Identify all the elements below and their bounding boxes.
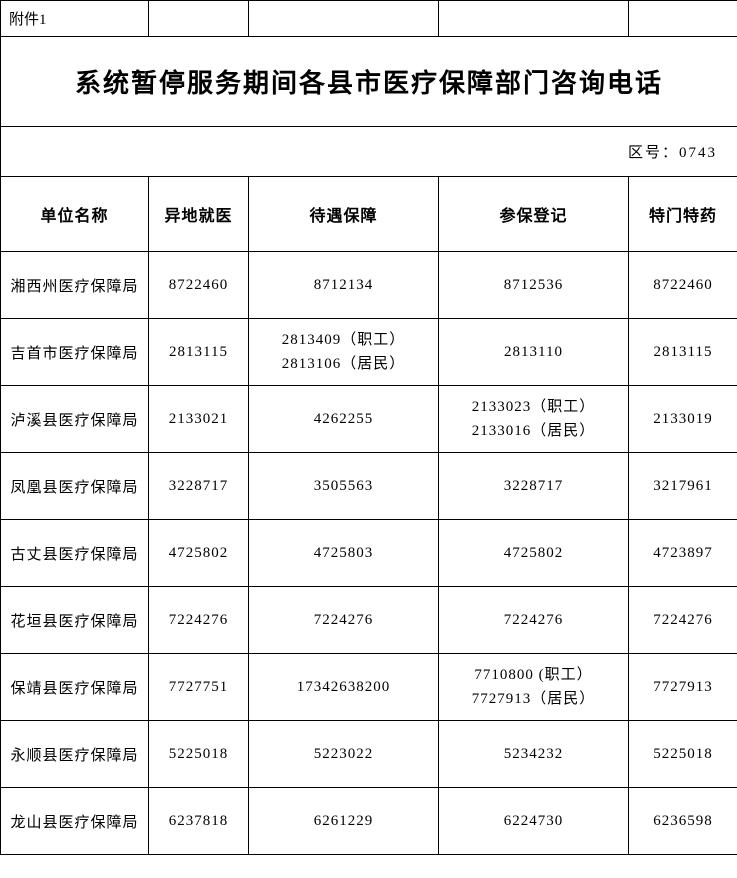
cell-c2: 4262255 [249, 386, 439, 453]
cell-c1: 3228717 [149, 453, 249, 520]
cell-c4: 4723897 [629, 520, 737, 587]
table-row: 吉首市医疗保障局28131152813409（职工）2813106（居民）281… [1, 319, 737, 386]
cell-c4: 3217961 [629, 453, 737, 520]
cell-c3: 5234232 [439, 721, 629, 788]
cell-c4: 7224276 [629, 587, 737, 654]
cell-c2: 2813409（职工）2813106（居民） [249, 319, 439, 386]
cell-c3: 6224730 [439, 788, 629, 855]
cell-c3: 2813110 [439, 319, 629, 386]
empty-cell [249, 1, 439, 37]
cell-c2: 6261229 [249, 788, 439, 855]
empty-cell [439, 1, 629, 37]
cell-c2: 7224276 [249, 587, 439, 654]
cell-name: 花垣县医疗保障局 [1, 587, 149, 654]
table-row: 花垣县医疗保障局7224276722427672242767224276 [1, 587, 737, 654]
phone-directory-table: 附件1 系统暂停服务期间各县市医疗保障部门咨询电话 区号：0743 单位名称 异… [0, 0, 737, 855]
cell-c1: 7224276 [149, 587, 249, 654]
cell-c1: 7727751 [149, 654, 249, 721]
cell-c4: 6236598 [629, 788, 737, 855]
table-row: 古丈县医疗保障局4725802472580347258024723897 [1, 520, 737, 587]
document-title: 系统暂停服务期间各县市医疗保障部门咨询电话 [1, 37, 737, 127]
header-name: 单位名称 [1, 177, 149, 252]
cell-name: 泸溪县医疗保障局 [1, 386, 149, 453]
cell-name: 保靖县医疗保障局 [1, 654, 149, 721]
cell-c3: 4725802 [439, 520, 629, 587]
table-row: 保靖县医疗保障局7727751173426382007710800 (职工）77… [1, 654, 737, 721]
table-header-row: 单位名称 异地就医 待遇保障 参保登记 特门特药 [1, 177, 737, 252]
cell-c4: 2813115 [629, 319, 737, 386]
empty-cell [629, 1, 737, 37]
cell-name: 龙山县医疗保障局 [1, 788, 149, 855]
cell-c2: 17342638200 [249, 654, 439, 721]
cell-c4: 7727913 [629, 654, 737, 721]
cell-c1: 2813115 [149, 319, 249, 386]
empty-cell [149, 1, 249, 37]
table-row: 湘西州医疗保障局8722460871213487125368722460 [1, 252, 737, 319]
cell-c4: 2133019 [629, 386, 737, 453]
cell-c3: 7710800 (职工）7727913（居民） [439, 654, 629, 721]
cell-c3: 3228717 [439, 453, 629, 520]
cell-c3: 2133023（职工）2133016（居民） [439, 386, 629, 453]
cell-c4: 5225018 [629, 721, 737, 788]
cell-c4: 8722460 [629, 252, 737, 319]
header-c3: 参保登记 [439, 177, 629, 252]
cell-name: 永顺县医疗保障局 [1, 721, 149, 788]
title-row: 系统暂停服务期间各县市医疗保障部门咨询电话 [1, 37, 737, 127]
area-code-label: 区号：0743 [1, 127, 737, 177]
table-row: 永顺县医疗保障局5225018522302252342325225018 [1, 721, 737, 788]
area-code-row: 区号：0743 [1, 127, 737, 177]
cell-c1: 2133021 [149, 386, 249, 453]
cell-c2: 4725803 [249, 520, 439, 587]
cell-c3: 7224276 [439, 587, 629, 654]
cell-c2: 8712134 [249, 252, 439, 319]
cell-name: 吉首市医疗保障局 [1, 319, 149, 386]
document-container: 附件1 系统暂停服务期间各县市医疗保障部门咨询电话 区号：0743 单位名称 异… [0, 0, 737, 878]
header-c2: 待遇保障 [249, 177, 439, 252]
cell-name: 古丈县医疗保障局 [1, 520, 149, 587]
cell-c1: 5225018 [149, 721, 249, 788]
cell-c1: 6237818 [149, 788, 249, 855]
cell-name: 凤凰县医疗保障局 [1, 453, 149, 520]
attachment-label: 附件1 [1, 1, 149, 37]
attachment-row: 附件1 [1, 1, 737, 37]
table-body: 湘西州医疗保障局8722460871213487125368722460吉首市医… [1, 252, 737, 855]
cell-c1: 8722460 [149, 252, 249, 319]
cell-c2: 5223022 [249, 721, 439, 788]
cell-c1: 4725802 [149, 520, 249, 587]
cell-c2: 3505563 [249, 453, 439, 520]
table-row: 泸溪县医疗保障局213302142622552133023（职工）2133016… [1, 386, 737, 453]
cell-c3: 8712536 [439, 252, 629, 319]
header-c1: 异地就医 [149, 177, 249, 252]
header-c4: 特门特药 [629, 177, 737, 252]
cell-name: 湘西州医疗保障局 [1, 252, 149, 319]
table-row: 龙山县医疗保障局6237818626122962247306236598 [1, 788, 737, 855]
table-row: 凤凰县医疗保障局3228717350556332287173217961 [1, 453, 737, 520]
